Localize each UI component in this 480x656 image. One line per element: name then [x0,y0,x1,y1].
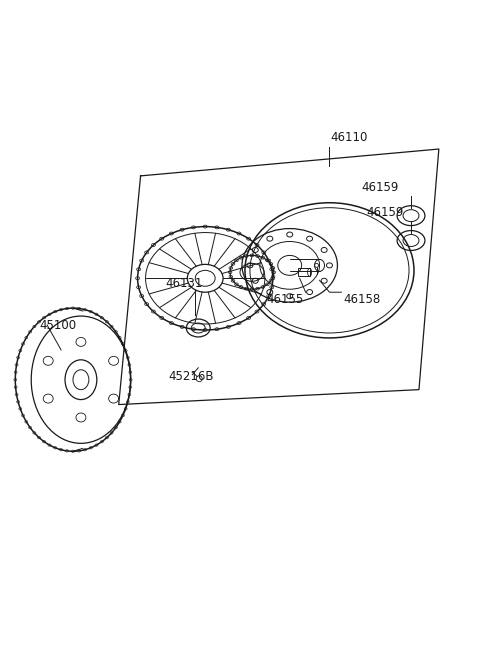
Text: 46159: 46159 [367,205,404,218]
Text: 45100: 45100 [39,319,76,331]
Text: 46158: 46158 [343,293,381,306]
Text: 46131: 46131 [166,277,203,290]
Text: 46155: 46155 [266,293,304,306]
Text: 45216B: 45216B [168,370,214,382]
Text: 46110: 46110 [331,131,368,144]
Text: 46159: 46159 [362,181,399,194]
